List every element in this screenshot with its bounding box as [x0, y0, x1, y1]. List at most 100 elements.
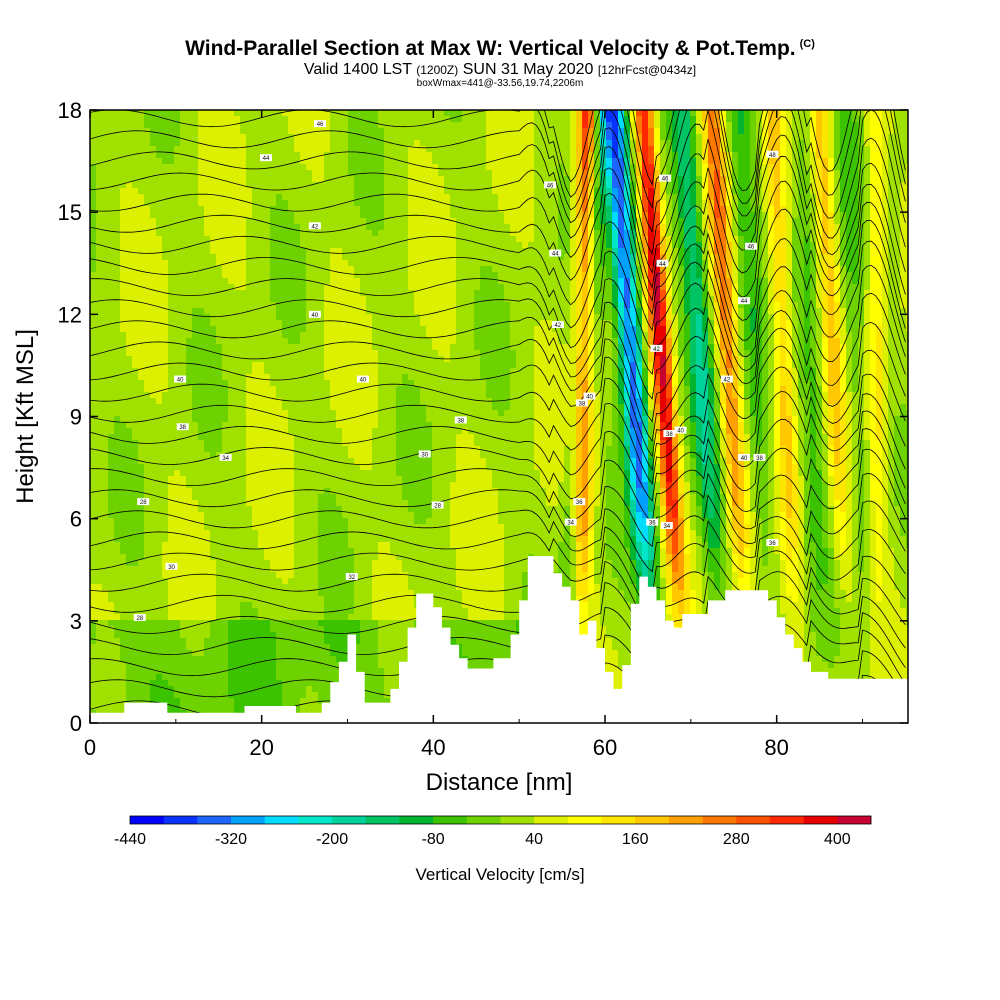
- velocity-cell: [870, 272, 877, 279]
- velocity-cell: [690, 260, 697, 267]
- velocity-cell: [402, 158, 409, 165]
- velocity-cell: [168, 272, 175, 279]
- velocity-cell: [420, 224, 427, 231]
- velocity-cell: [90, 320, 97, 327]
- velocity-cell: [480, 200, 487, 207]
- velocity-cell: [366, 236, 373, 243]
- velocity-cell: [672, 158, 679, 165]
- velocity-cell: [546, 314, 553, 321]
- velocity-cell: [750, 308, 757, 315]
- velocity-cell: [432, 320, 439, 327]
- velocity-cell: [432, 146, 439, 153]
- velocity-cell: [384, 176, 391, 183]
- velocity-cell: [288, 182, 295, 189]
- velocity-cell: [192, 200, 199, 207]
- velocity-cell: [528, 200, 535, 207]
- velocity-cell: [552, 200, 559, 207]
- velocity-cell: [510, 248, 517, 255]
- velocity-cell: [786, 146, 793, 153]
- velocity-cell: [480, 116, 487, 123]
- velocity-cell: [420, 116, 427, 123]
- velocity-cell: [564, 284, 571, 291]
- velocity-cell: [306, 194, 313, 201]
- velocity-cell: [612, 248, 619, 255]
- velocity-cell: [534, 236, 541, 243]
- velocity-cell: [294, 242, 301, 249]
- velocity-cell: [630, 206, 637, 213]
- velocity-cell: [96, 284, 103, 291]
- velocity-cell: [300, 284, 307, 291]
- velocity-cell: [216, 224, 223, 231]
- velocity-cell: [552, 110, 559, 117]
- velocity-cell: [402, 242, 409, 249]
- velocity-cell: [348, 206, 355, 213]
- velocity-cell: [630, 260, 637, 267]
- velocity-cell: [672, 110, 679, 117]
- velocity-cell: [558, 278, 565, 285]
- velocity-cell: [192, 218, 199, 225]
- velocity-cell: [846, 266, 853, 273]
- velocity-cell: [426, 158, 433, 165]
- velocity-cell: [138, 110, 145, 117]
- velocity-cell: [816, 260, 823, 267]
- velocity-cell: [366, 266, 373, 273]
- velocity-cell: [348, 170, 355, 177]
- velocity-cell: [336, 308, 343, 315]
- velocity-cell: [522, 278, 529, 285]
- velocity-cell: [168, 176, 175, 183]
- velocity-cell: [444, 266, 451, 273]
- velocity-cell: [90, 122, 97, 129]
- velocity-cell: [324, 248, 331, 255]
- velocity-cell: [246, 230, 253, 237]
- velocity-cell: [906, 308, 908, 315]
- velocity-cell: [168, 164, 175, 171]
- velocity-cell: [696, 206, 703, 213]
- velocity-cell: [696, 128, 703, 135]
- velocity-cell: [678, 218, 685, 225]
- velocity-cell: [888, 200, 895, 207]
- velocity-cell: [510, 122, 517, 129]
- velocity-cell: [570, 212, 577, 219]
- velocity-cell: [792, 266, 799, 273]
- velocity-cell: [594, 278, 601, 285]
- velocity-cell: [450, 146, 457, 153]
- velocity-cell: [714, 260, 721, 267]
- velocity-cell: [540, 242, 547, 249]
- velocity-cell: [498, 128, 505, 135]
- velocity-cell: [294, 194, 301, 201]
- velocity-cell: [384, 284, 391, 291]
- velocity-cell: [588, 128, 595, 135]
- velocity-cell: [300, 188, 307, 195]
- velocity-cell: [894, 254, 901, 261]
- velocity-cell: [714, 128, 721, 135]
- velocity-cell: [318, 308, 325, 315]
- velocity-cell: [606, 218, 613, 225]
- velocity-cell: [210, 206, 217, 213]
- velocity-cell: [804, 296, 811, 303]
- velocity-cell: [540, 266, 547, 273]
- velocity-cell: [678, 236, 685, 243]
- velocity-cell: [480, 128, 487, 135]
- velocity-cell: [240, 206, 247, 213]
- velocity-cell: [870, 146, 877, 153]
- velocity-cell: [492, 212, 499, 219]
- velocity-cell: [822, 260, 829, 267]
- velocity-cell: [534, 164, 541, 171]
- velocity-cell: [516, 188, 523, 195]
- velocity-cell: [102, 188, 109, 195]
- velocity-cell: [834, 188, 841, 195]
- velocity-cell: [300, 194, 307, 201]
- velocity-cell: [654, 230, 661, 237]
- velocity-cell: [246, 194, 253, 201]
- velocity-cell: [312, 164, 319, 171]
- velocity-cell: [348, 128, 355, 135]
- velocity-cell: [510, 200, 517, 207]
- velocity-cell: [816, 158, 823, 165]
- velocity-cell: [840, 218, 847, 225]
- velocity-cell: [462, 302, 469, 309]
- velocity-cell: [666, 122, 673, 129]
- velocity-cell: [330, 122, 337, 129]
- velocity-cell: [354, 164, 361, 171]
- velocity-cell: [432, 296, 439, 303]
- velocity-cell: [780, 302, 787, 309]
